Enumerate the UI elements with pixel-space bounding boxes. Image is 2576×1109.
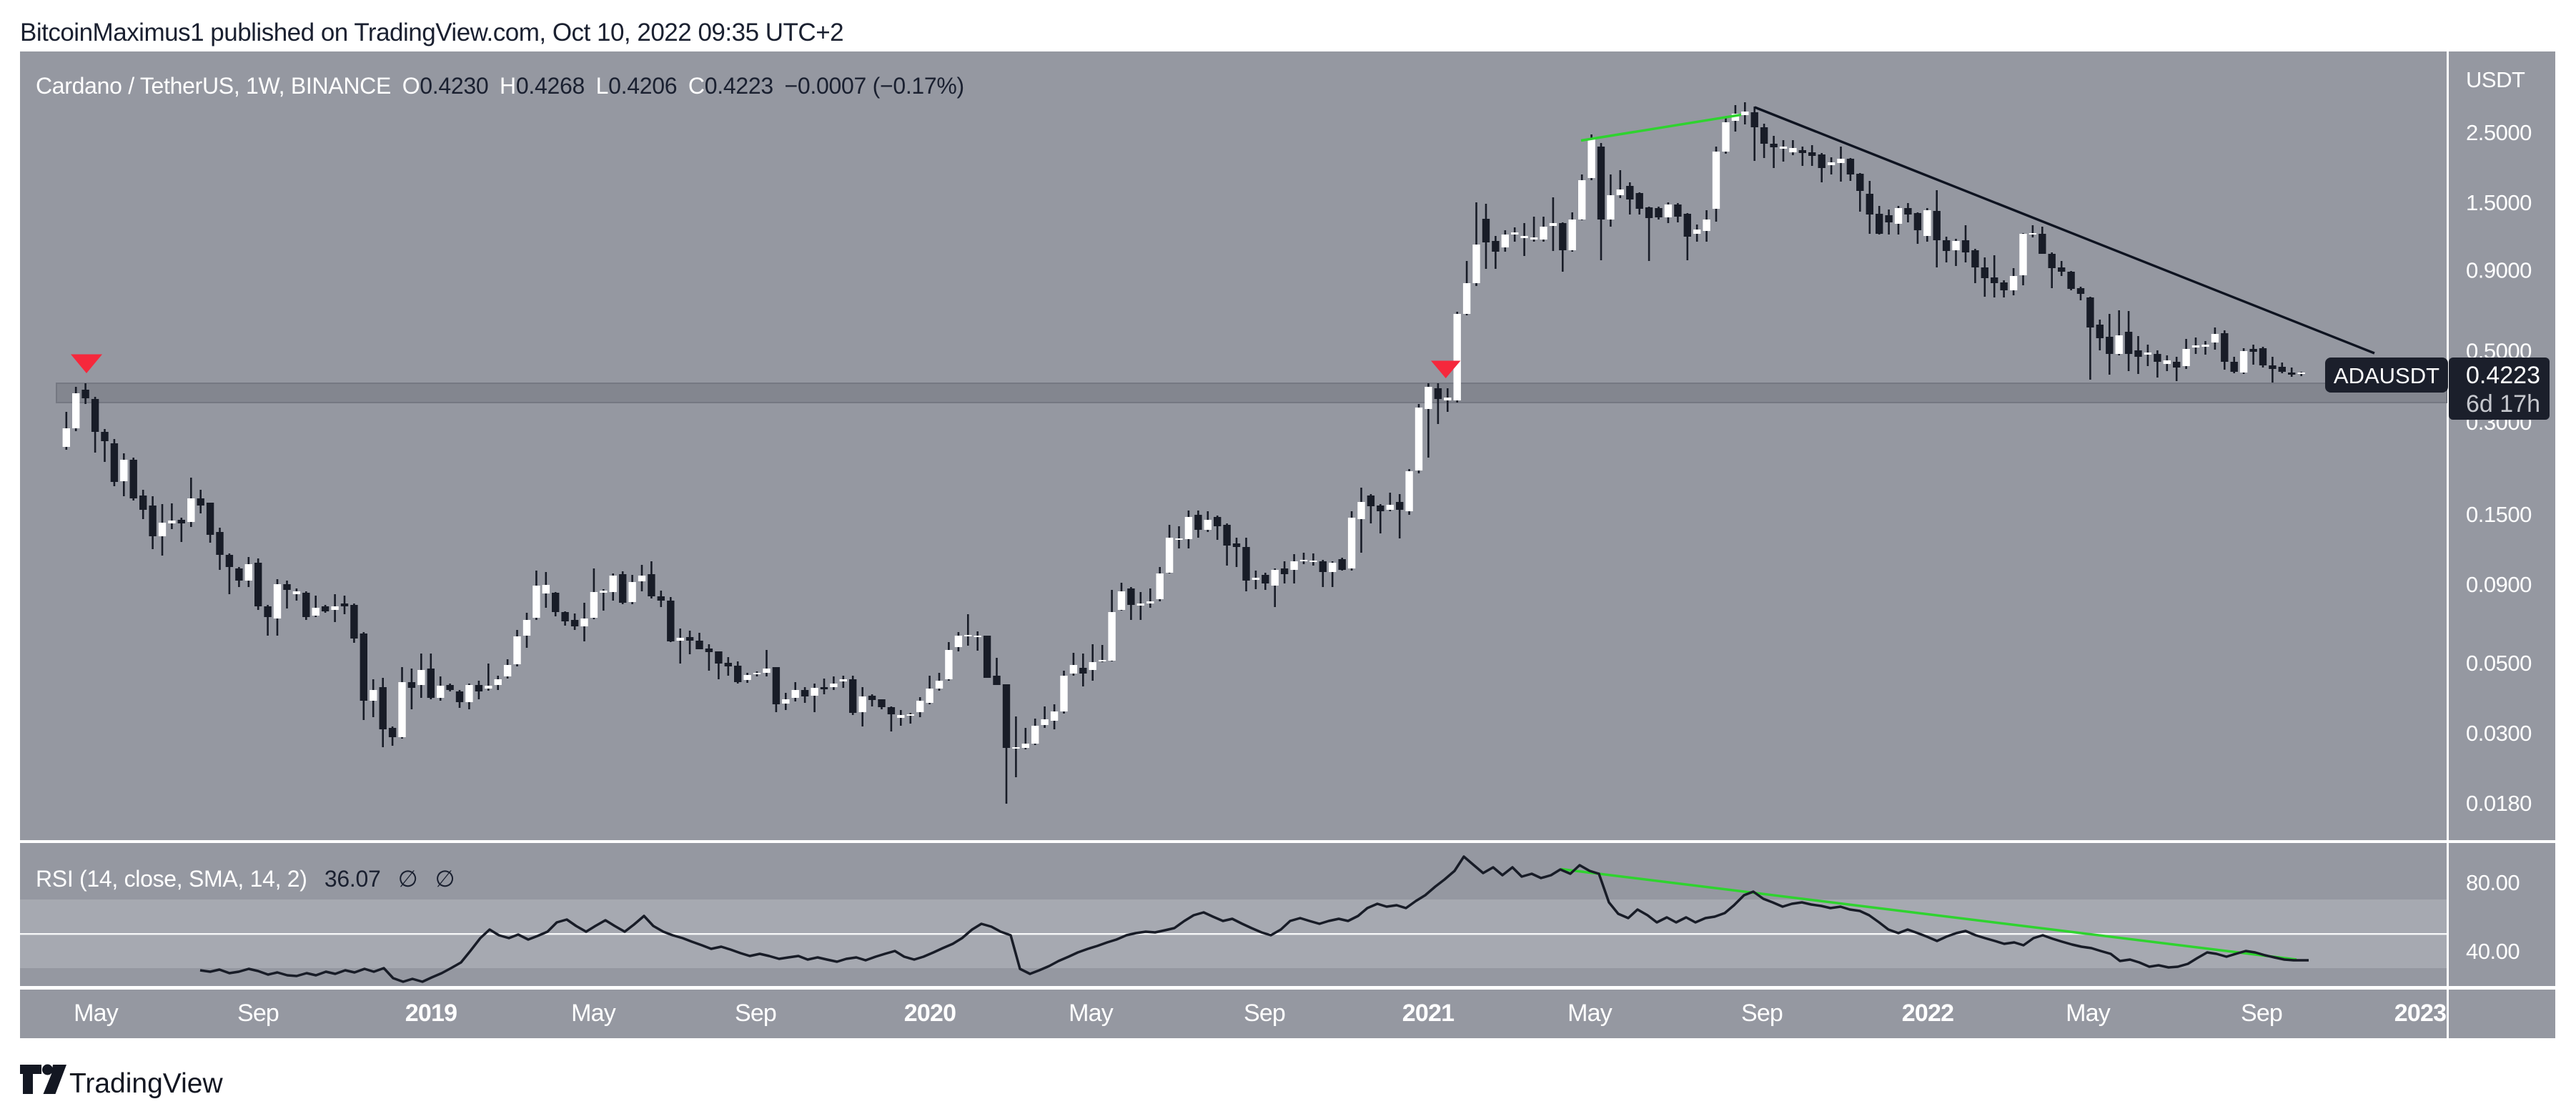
svg-text:0.0900: 0.0900 (2466, 572, 2532, 597)
svg-text:2.5000: 2.5000 (2466, 120, 2532, 145)
svg-text:May: May (571, 1000, 616, 1027)
svg-text:Sep: Sep (1244, 1000, 1285, 1027)
svg-text:0.0180: 0.0180 (2466, 791, 2532, 816)
svg-text:Sep: Sep (1741, 1000, 1783, 1027)
svg-text:May: May (1069, 1000, 1114, 1027)
svg-text:USDT: USDT (2466, 67, 2525, 92)
svg-text:2021: 2021 (1402, 1000, 1454, 1027)
svg-text:ADAUSDT: ADAUSDT (2334, 363, 2439, 388)
svg-text:0.0500: 0.0500 (2466, 651, 2532, 676)
svg-text:Sep: Sep (237, 1000, 279, 1027)
svg-text:2023: 2023 (2394, 1000, 2446, 1027)
svg-text:0.4223: 0.4223 (2466, 362, 2540, 389)
svg-text:Sep: Sep (735, 1000, 776, 1027)
svg-text:BitcoinMaximus1 published on T: BitcoinMaximus1 published on TradingView… (20, 19, 843, 46)
svg-text:0.1500: 0.1500 (2466, 502, 2532, 527)
svg-text:May: May (2066, 1000, 2111, 1027)
svg-text:6d 17h: 6d 17h (2466, 390, 2540, 418)
svg-text:0.0300: 0.0300 (2466, 721, 2532, 746)
svg-text:TradingView: TradingView (69, 1068, 223, 1099)
svg-text:2022: 2022 (1902, 1000, 1953, 1027)
svg-text:May: May (1567, 1000, 1613, 1027)
svg-text:Sep: Sep (2241, 1000, 2282, 1027)
svg-text:May: May (74, 1000, 119, 1027)
svg-text:1.5000: 1.5000 (2466, 190, 2532, 215)
svg-text:40.00: 40.00 (2466, 939, 2520, 964)
svg-text:0.9000: 0.9000 (2466, 258, 2532, 283)
svg-text:RSI (14, close, SMA, 14, 2) 3: RSI (14, close, SMA, 14, 2) 36.07 ∅ ∅ (36, 866, 455, 892)
svg-text:Cardano / TetherUS, 1W, BINANC: Cardano / TetherUS, 1W, BINANCE O0.4230 … (36, 73, 964, 99)
svg-text:2020: 2020 (904, 1000, 956, 1027)
svg-text:2019: 2019 (405, 1000, 457, 1027)
svg-text:80.00: 80.00 (2466, 870, 2520, 895)
